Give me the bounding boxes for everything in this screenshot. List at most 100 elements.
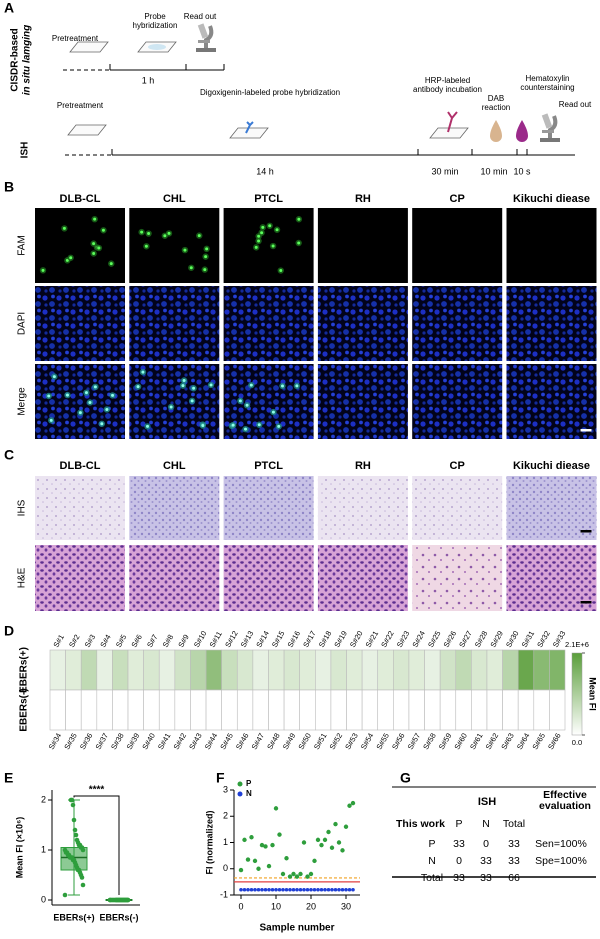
column-label: S#16 [286, 629, 303, 649]
column-label: S#23 [395, 629, 412, 649]
heatmap-cell [174, 649, 191, 691]
heatmap-cell [393, 649, 410, 691]
point [312, 887, 317, 892]
point [70, 802, 76, 808]
colorbar-tick-label: 2.1E+6 [565, 640, 589, 649]
step-label: Digoxigenin-labeled probe hybridization [199, 88, 341, 97]
heatmap-cell [65, 649, 82, 691]
column-label: S#1 [51, 633, 65, 649]
legend-marker [237, 781, 243, 787]
column-label: S#65 [530, 731, 547, 751]
point [326, 829, 331, 835]
heatmap-cell [221, 649, 238, 691]
point [238, 867, 244, 873]
signal-spot [140, 230, 144, 234]
column-label: S#13 [239, 629, 256, 649]
column-header: CHL [163, 460, 186, 472]
table-cell: 0 [483, 838, 489, 850]
heatmap-cell [471, 689, 488, 731]
signal-spot [101, 228, 105, 232]
heatmap-cell [158, 689, 176, 731]
point [280, 871, 286, 877]
probe-icon [245, 121, 254, 134]
heatmap-cell [205, 649, 222, 691]
signal-spot [238, 399, 242, 403]
point [291, 887, 296, 892]
point [343, 824, 349, 829]
micrograph [506, 286, 597, 361]
signal-spot [204, 255, 208, 259]
heatmap-cell [377, 649, 394, 691]
heatmap-cell [549, 649, 566, 691]
row-label: EBERs(+) [19, 647, 30, 693]
signal-spot [181, 384, 185, 388]
y-tick-label: 2 [223, 811, 228, 821]
column-header: Kikuchi diease [513, 193, 590, 205]
heatmap-cell [549, 689, 566, 731]
micrograph [506, 364, 597, 439]
column-label: S#50 [296, 731, 313, 751]
heatmap-cell [236, 649, 254, 691]
histology-image [35, 545, 125, 611]
signal-spot [97, 246, 101, 250]
table-column: Total [503, 818, 525, 830]
point [301, 840, 307, 845]
signal-spot [84, 391, 88, 395]
heatmap-cell [143, 649, 160, 691]
heatmap-cell [455, 649, 472, 691]
point [270, 887, 275, 892]
signal-spot [163, 234, 167, 238]
column-label: S#6 [129, 633, 143, 649]
signal-spot [111, 393, 115, 397]
column-label: S#20 [348, 629, 365, 649]
row-header: H&E [17, 567, 28, 588]
point [350, 800, 356, 806]
point [71, 817, 77, 823]
point [277, 832, 282, 837]
slide [69, 41, 109, 53]
micrograph [412, 286, 503, 361]
point [80, 882, 86, 888]
micrograph [129, 286, 220, 361]
heatmap-cell [361, 649, 379, 691]
point [277, 887, 282, 892]
table-cell: Spe=100% [535, 855, 587, 867]
point [333, 887, 338, 892]
scale-bar [580, 601, 592, 604]
heatmap-cell [315, 649, 332, 691]
scale-bar [580, 530, 592, 533]
column-label: S#24 [410, 629, 427, 649]
duration: 14 h [256, 166, 274, 176]
panel-label: F [216, 770, 225, 786]
point [68, 797, 74, 803]
table-cell: P [428, 838, 435, 850]
heatmap-cell [408, 649, 425, 691]
panel-label: E [4, 770, 13, 786]
column-label: S#34 [47, 731, 64, 751]
point [249, 835, 254, 840]
column-label: S#41 [156, 731, 173, 751]
histology-image [129, 476, 220, 540]
point [298, 871, 303, 877]
signal-spot [189, 266, 193, 270]
signal-spot [93, 385, 97, 389]
heatmap-cell [533, 649, 550, 691]
hematoxylin-drop [516, 120, 528, 142]
table-header: ISH [478, 796, 496, 808]
column-header: CP [450, 193, 465, 205]
column-label: S#28 [473, 629, 490, 649]
column-header: PTCL [254, 193, 283, 205]
signal-spot [245, 403, 249, 407]
point [249, 887, 254, 892]
y-tick-label: 2 [41, 794, 46, 804]
point [337, 887, 341, 892]
heatmap-cell [190, 689, 207, 731]
legend-marker [237, 791, 243, 797]
heatmap-cell [330, 649, 347, 691]
heatmap-cell [439, 649, 457, 691]
column-label: S#19 [332, 629, 349, 649]
point [246, 887, 250, 892]
x-tick-label: EBERs(-) [99, 912, 138, 922]
duration: 1 h [142, 75, 155, 85]
